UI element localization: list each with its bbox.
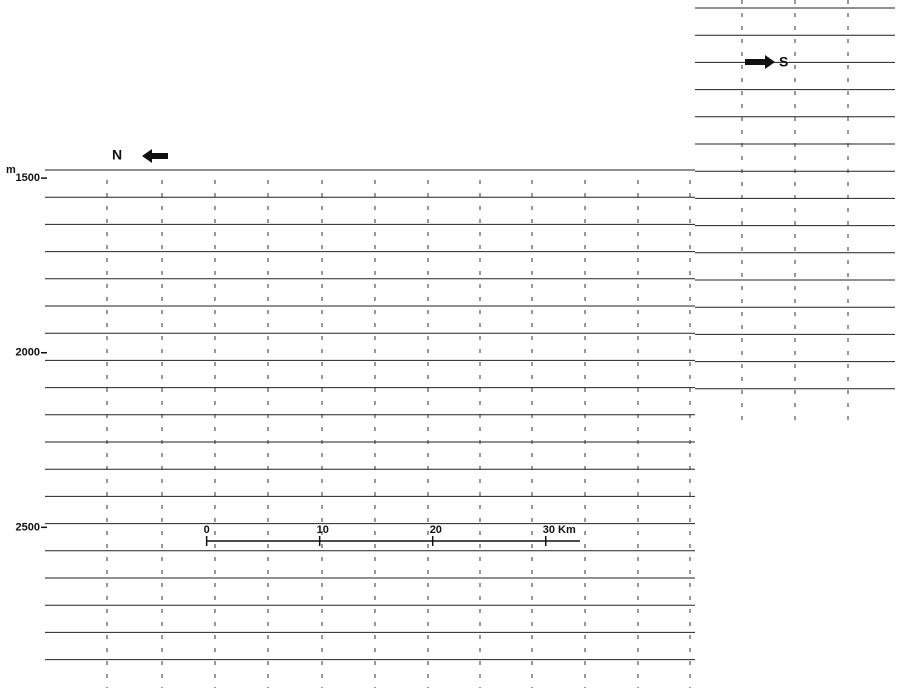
x-tick-label: 30 Km	[543, 524, 576, 536]
north-arrow	[142, 149, 168, 163]
y-tick-label: 2500	[16, 521, 40, 533]
echo-sounding-profile: m N S 1500 2000 2500 0 10 20 30 Km	[0, 0, 900, 688]
north-label: N	[112, 147, 122, 163]
south-label: S	[779, 54, 788, 70]
south-arrow	[745, 55, 775, 69]
record-grid	[45, 0, 895, 688]
y-tick-label: 1500	[16, 172, 40, 184]
x-tick-label: 20	[430, 524, 442, 536]
x-tick-label: 10	[317, 524, 329, 536]
y-tick-label: 2000	[16, 347, 40, 359]
x-tick-label: 0	[204, 524, 210, 536]
y-unit: m	[6, 164, 16, 176]
